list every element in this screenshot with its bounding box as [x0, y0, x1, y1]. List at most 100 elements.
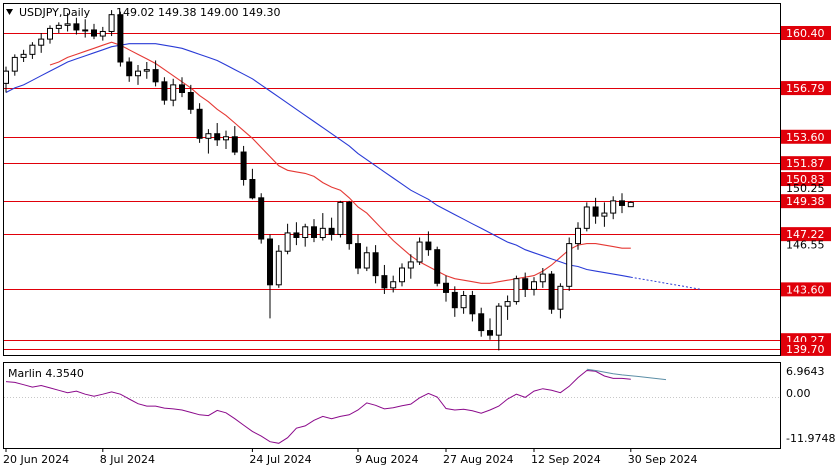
candle[interactable]	[161, 77, 168, 105]
candle[interactable]	[425, 231, 432, 256]
candle[interactable]	[275, 245, 282, 288]
candle[interactable]	[469, 290, 476, 322]
candle[interactable]	[126, 57, 133, 82]
candle[interactable]	[328, 217, 335, 241]
candle[interactable]	[196, 103, 203, 143]
price-label-box	[781, 172, 831, 187]
candle[interactable]	[223, 130, 229, 149]
candle[interactable]	[47, 25, 53, 44]
price-label-text: 153.60	[786, 131, 825, 144]
candle[interactable]	[99, 26, 106, 41]
candle[interactable]	[11, 54, 18, 76]
oscillator-group	[4, 368, 780, 444]
candle[interactable]	[82, 19, 89, 38]
triangle-down-icon[interactable]	[6, 9, 13, 15]
candle-body	[319, 227, 326, 238]
candle[interactable]	[293, 222, 300, 246]
candle[interactable]	[284, 223, 291, 255]
candle[interactable]	[240, 145, 247, 186]
candle[interactable]	[249, 168, 256, 200]
candle[interactable]	[478, 307, 485, 337]
candle[interactable]	[601, 202, 608, 227]
candle[interactable]	[557, 283, 564, 319]
candle[interactable]	[539, 268, 546, 288]
price-label-text: 146.55	[786, 238, 825, 251]
candle[interactable]	[311, 219, 317, 243]
candle[interactable]	[55, 22, 62, 33]
candle-body	[416, 241, 423, 263]
candle[interactable]	[372, 245, 379, 284]
candle[interactable]	[495, 303, 502, 351]
candle[interactable]	[487, 318, 493, 340]
candle[interactable]	[416, 237, 423, 265]
oscillator-line	[5, 369, 631, 444]
candle[interactable]	[399, 263, 405, 287]
candle[interactable]	[451, 286, 458, 317]
price-label-text: 150.83	[786, 173, 825, 186]
candle[interactable]	[143, 61, 150, 79]
candle-body	[267, 238, 273, 286]
candle[interactable]	[267, 234, 273, 319]
candle[interactable]	[566, 237, 573, 291]
candle[interactable]	[170, 78, 177, 107]
candle[interactable]	[135, 65, 141, 85]
time-scale: 20 Jun 2024 8 Jul 2024 24 Jul 2024 9 Aug 20…	[3, 448, 698, 466]
candle-body	[231, 136, 238, 153]
candle-body	[284, 232, 291, 252]
candle[interactable]	[583, 202, 590, 232]
candle-body	[390, 281, 397, 289]
candle[interactable]	[592, 197, 599, 224]
oscillator-header: Marlin 4.3540 6.9643 0.00 -11.9748	[8, 365, 835, 445]
candle[interactable]	[214, 123, 221, 146]
candle[interactable]	[3, 66, 9, 93]
candle[interactable]	[302, 223, 309, 247]
candle[interactable]	[73, 17, 80, 35]
candles-group[interactable]	[3, 10, 634, 351]
candle[interactable]	[38, 32, 45, 53]
candle[interactable]	[390, 275, 397, 293]
candle[interactable]	[29, 42, 36, 59]
candle[interactable]	[610, 196, 617, 220]
candle[interactable]	[187, 84, 194, 114]
candle[interactable]	[152, 60, 159, 87]
candle[interactable]	[319, 213, 326, 241]
candle[interactable]	[575, 222, 581, 250]
candle[interactable]	[460, 290, 467, 314]
fast-moving-average	[49, 41, 631, 284]
candle[interactable]	[205, 129, 212, 154]
candle[interactable]	[346, 200, 353, 250]
candle[interactable]	[381, 264, 388, 294]
candle[interactable]	[619, 193, 625, 214]
candle[interactable]	[20, 49, 27, 62]
candle[interactable]	[363, 246, 370, 272]
candle[interactable]	[504, 295, 511, 320]
price-label-box	[781, 81, 831, 96]
candle[interactable]	[91, 23, 97, 40]
candle-body	[214, 133, 221, 141]
candle[interactable]	[64, 13, 71, 32]
candle[interactable]	[108, 10, 115, 37]
candle-body	[548, 273, 555, 310]
candle[interactable]	[627, 201, 634, 208]
candle[interactable]	[522, 272, 529, 298]
candle-body	[575, 227, 581, 245]
candle[interactable]	[513, 275, 520, 305]
candle-body	[328, 227, 335, 235]
candle[interactable]	[179, 77, 185, 98]
candle[interactable]	[407, 254, 414, 279]
candle[interactable]	[231, 126, 238, 156]
candle[interactable]	[337, 200, 344, 238]
candle[interactable]	[258, 193, 265, 244]
candle[interactable]	[531, 277, 537, 296]
level-lines-group[interactable]	[4, 33, 780, 350]
candle[interactable]	[434, 246, 441, 287]
candle[interactable]	[355, 234, 361, 275]
candle-body	[187, 92, 194, 110]
candle[interactable]	[548, 271, 555, 314]
candle[interactable]	[443, 275, 449, 302]
oscillator-scale-bottom: -11.9748	[786, 432, 835, 445]
candle-body	[275, 250, 282, 286]
candle[interactable]	[117, 11, 124, 67]
